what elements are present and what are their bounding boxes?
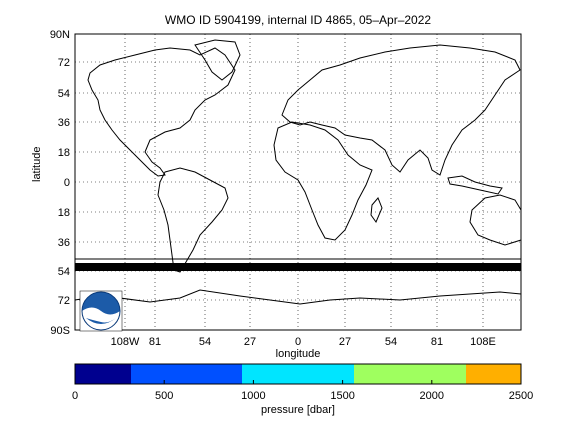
- y-tick-label: 90S: [50, 325, 70, 337]
- madagascar-outline: [370, 197, 383, 224]
- y-tick-label: 18: [58, 207, 70, 219]
- south-america-outline: [157, 167, 229, 273]
- map-title: WMO ID 5904199, internal ID 4865, 05–Apr…: [164, 13, 432, 27]
- band-artifact: [75, 263, 521, 271]
- x-tick-label: 81: [431, 336, 443, 348]
- y-tick-labels: 90N 72 54 36 18 0 18 36 54 72 90S: [50, 29, 70, 337]
- y-tick-label: 90N: [50, 29, 70, 41]
- y-tick-label: 18: [58, 147, 70, 159]
- x-axis-label: longitude: [275, 348, 321, 360]
- y-tick-label: 0: [64, 177, 70, 189]
- colorbar-label: pressure [dbar]: [261, 404, 335, 416]
- x-tick-label: 27: [339, 336, 351, 348]
- x-tick-label: 81: [149, 336, 161, 348]
- y-axis-label: latitude: [31, 146, 43, 182]
- grid-lines: [75, 34, 521, 330]
- indonesia-outline: [447, 175, 503, 195]
- north-america-outline: [87, 47, 236, 177]
- y-tick-label: 72: [58, 295, 70, 307]
- australia-outline: [469, 194, 522, 246]
- y-tick-label: 54: [58, 266, 70, 278]
- y-tick-label: 36: [58, 237, 70, 249]
- y-tick-label: 54: [58, 88, 70, 100]
- africa-outline: [273, 121, 373, 241]
- antarctica-outline: [74, 289, 522, 305]
- x-tick-label: 27: [244, 336, 256, 348]
- x-tick-labels: 108W 81 54 27 0 27 54 81 108E: [111, 336, 496, 348]
- x-tick-label: 108W: [111, 336, 140, 348]
- coastlines: [74, 39, 522, 305]
- y-tick-label: 72: [58, 57, 70, 69]
- x-tick-label: 0: [295, 336, 301, 348]
- x-tick-label: 54: [199, 336, 211, 348]
- x-tick-label: 108E: [470, 336, 496, 348]
- y-tick-label: 36: [58, 117, 70, 129]
- x-tick-label: 54: [385, 336, 397, 348]
- noaa-logo-icon: [79, 290, 123, 332]
- eurasia-outline: [281, 44, 521, 176]
- greenland-outline: [194, 39, 241, 81]
